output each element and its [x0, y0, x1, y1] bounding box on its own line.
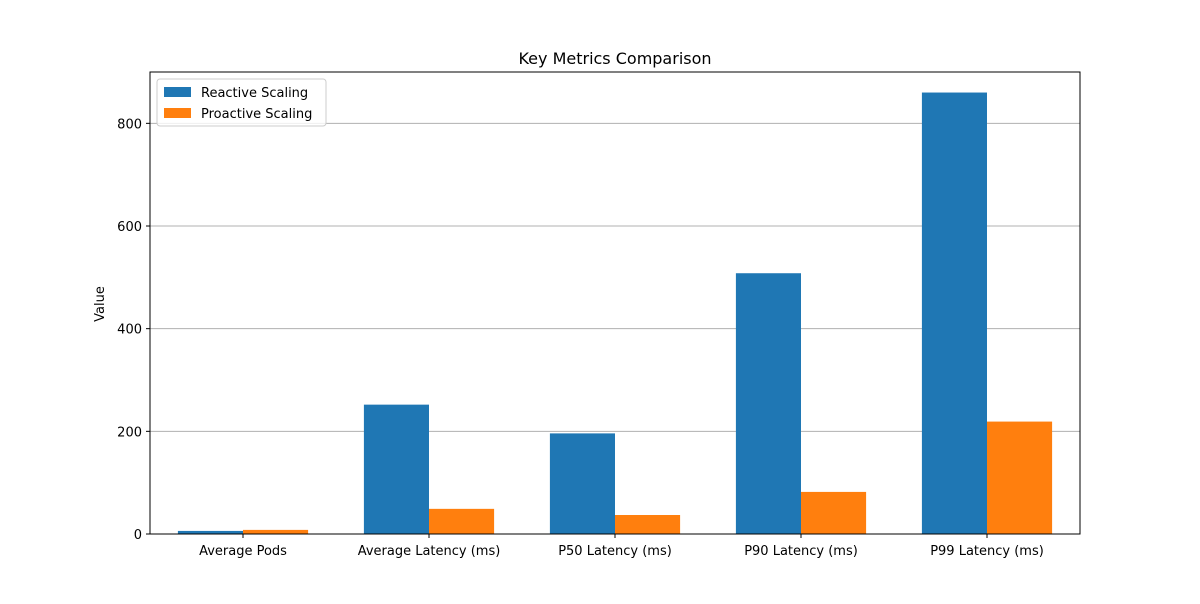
axes: 0 200 400 600 800 Average Pods Average Latency…: [117, 71, 1081, 559]
bar-proactive-4: [987, 421, 1053, 534]
bar-proactive-2: [615, 515, 681, 534]
y-tick-label: 200: [117, 425, 142, 440]
legend: Reactive Scaling Proactive Scaling: [156, 78, 327, 127]
bar-reactive-4: [921, 92, 987, 535]
legend-label: Proactive Scaling: [201, 107, 312, 122]
y-tick-label: 0: [134, 528, 142, 543]
legend-box: [156, 78, 327, 127]
bar-proactive-1: [429, 508, 495, 534]
bars: [177, 92, 1053, 535]
legend-label: Reactive Scaling: [201, 86, 308, 101]
bar-reactive-2: [549, 433, 615, 534]
bar-reactive-3: [735, 273, 801, 534]
y-axis-label: Value: [93, 286, 108, 322]
legend-swatch: [164, 87, 191, 97]
legend-swatch: [164, 108, 191, 118]
x-tick-label: P90 Latency (ms): [744, 544, 858, 559]
x-tick-label: P50 Latency (ms): [558, 544, 672, 559]
chart-title: Key Metrics Comparison: [518, 49, 711, 68]
bar-proactive-0: [243, 529, 309, 534]
y-tick-label: 400: [117, 323, 142, 338]
y-tick-label: 800: [117, 117, 142, 132]
y-tick-label: 600: [117, 220, 142, 235]
bar-proactive-3: [801, 491, 867, 534]
bar-reactive-1: [363, 404, 429, 534]
x-tick-label: P99 Latency (ms): [930, 544, 1044, 559]
bar-reactive-0: [177, 530, 243, 534]
x-tick-label: Average Pods: [199, 544, 287, 559]
x-tick-label: Average Latency (ms): [358, 544, 501, 559]
